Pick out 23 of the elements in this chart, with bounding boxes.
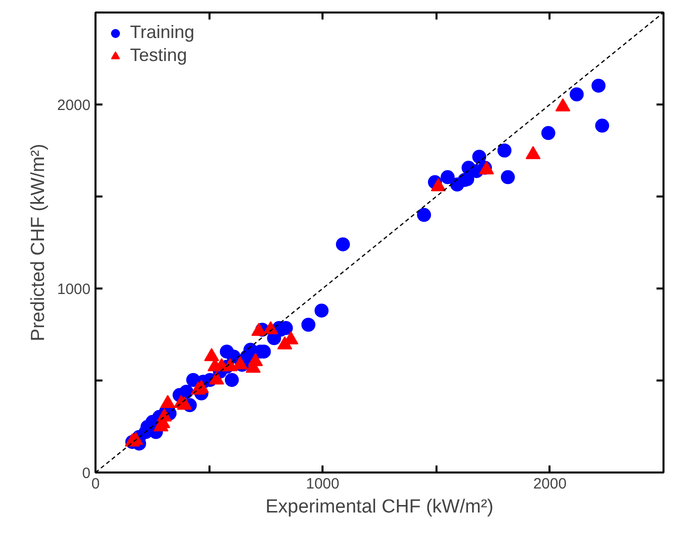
legend-label: Training: [130, 22, 194, 43]
y-tick-label: 0: [82, 465, 90, 482]
point: [336, 237, 350, 252]
y-tick-label: 1000: [57, 281, 91, 298]
point: [472, 150, 486, 164]
point: [541, 126, 556, 140]
point: [570, 87, 584, 102]
point: [497, 144, 512, 158]
point: [595, 118, 610, 133]
y-axis-title: Predicted CHF (kW/m²): [28, 144, 50, 342]
point: [500, 170, 515, 184]
point: [417, 208, 432, 222]
y-tick-label: 2000: [57, 97, 91, 114]
x-tick-label: 1000: [306, 476, 340, 492]
point: [301, 318, 316, 332]
point: [186, 372, 200, 387]
point: [314, 304, 329, 318]
x-axis-title: Experimental CHF (kW/m²): [265, 496, 494, 518]
point: [440, 170, 455, 184]
point: [592, 78, 606, 93]
point: [224, 372, 239, 387]
x-tick-label: 2000: [533, 476, 567, 492]
legend-label: Testing: [130, 45, 188, 66]
